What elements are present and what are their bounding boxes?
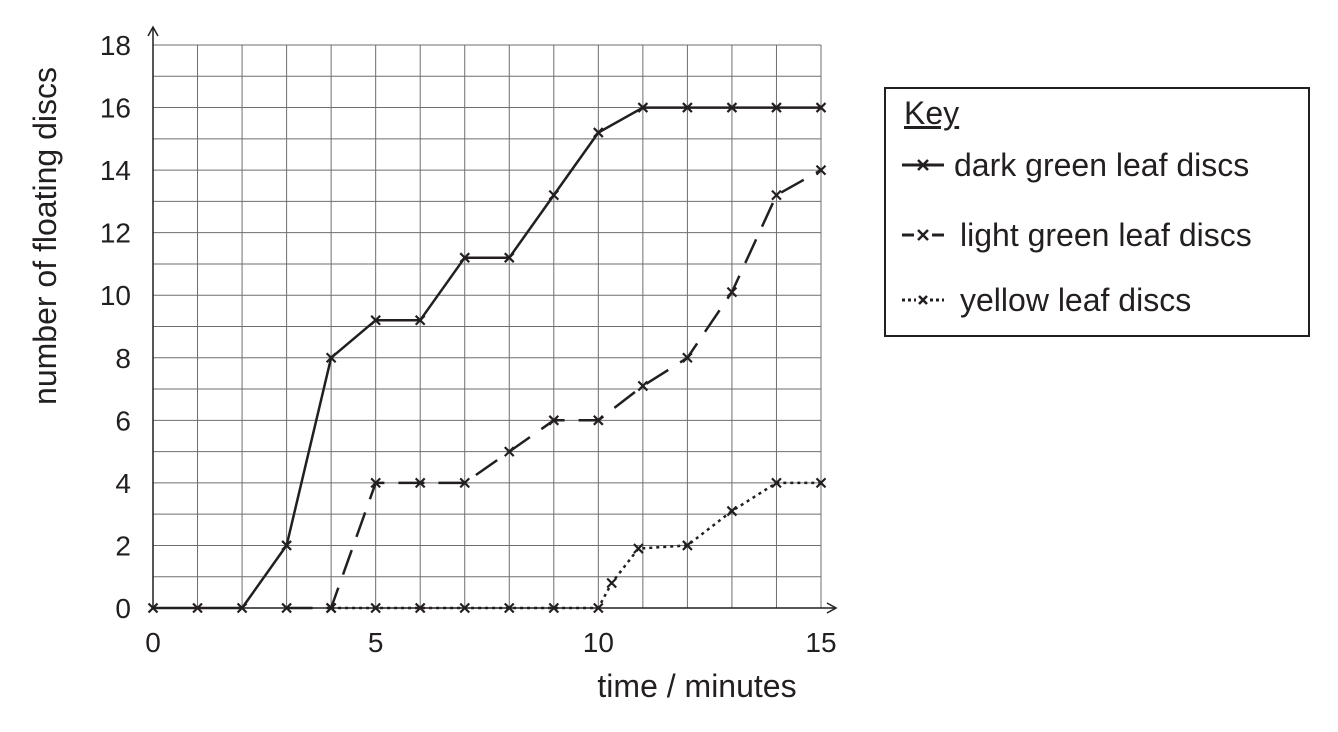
data-point-marker — [771, 477, 782, 489]
line-chart: 0 5 10 15 0 2 4 6 8 10 12 14 16 18 time / minutes num… — [27, 25, 838, 704]
y-tick-label: 10 — [100, 280, 131, 311]
y-tick-label: 6 — [115, 405, 131, 436]
data-point-marker — [637, 380, 649, 392]
data-point-marker — [414, 314, 426, 326]
data-point-marker — [325, 602, 337, 614]
axes — [147, 25, 838, 614]
x-tick-label: 10 — [583, 627, 614, 658]
data-point-marker — [771, 102, 782, 113]
data-point-marker — [771, 189, 782, 201]
data-point-marker — [503, 446, 515, 457]
data-point-marker — [815, 102, 827, 113]
data-point-marker — [726, 286, 738, 298]
data-point-marker — [325, 352, 337, 364]
data-point-marker — [459, 252, 471, 263]
data-point-marker — [281, 540, 292, 551]
y-tick-label: 8 — [115, 343, 131, 374]
data-point-marker — [503, 252, 515, 263]
data-point-marker — [593, 415, 604, 426]
tick-labels: 0 5 10 15 0 2 4 6 8 10 12 14 16 18 — [100, 30, 837, 658]
data-point-marker — [192, 602, 203, 614]
x-tick-label: 15 — [805, 627, 836, 658]
data-point-marker — [414, 602, 426, 614]
data-point-marker — [593, 602, 604, 614]
series-line-solid — [153, 106, 821, 610]
y-tick-label: 0 — [115, 593, 131, 624]
data-point-marker — [548, 189, 560, 201]
data-point-marker — [606, 577, 617, 589]
legend-label: light green leaf discs — [960, 216, 1252, 253]
x-tick-label: 0 — [145, 627, 161, 658]
legend-item-yellow: yellow leaf discs — [900, 280, 1191, 320]
y-tick-label: 16 — [100, 93, 131, 124]
y-axis-title: number of floating discs — [27, 67, 63, 405]
data-point-marker — [548, 415, 560, 426]
data-point-marker — [370, 477, 381, 489]
data-point-marker — [370, 602, 381, 614]
data-point-marker — [682, 352, 693, 364]
y-tick-label: 2 — [115, 530, 131, 561]
data-point-marker — [459, 602, 471, 614]
y-tick-label: 14 — [100, 155, 131, 186]
x-axis-title: time / minutes — [597, 668, 796, 704]
data-point-marker — [236, 602, 248, 614]
data-point-marker — [682, 540, 693, 551]
y-axis-arrow — [147, 25, 159, 37]
data-point-marker — [682, 102, 693, 113]
series-markers — [147, 102, 827, 614]
data-point-marker — [726, 102, 738, 113]
legend-swatch-dashed — [902, 229, 944, 241]
legend-swatch-solid — [902, 159, 944, 171]
legend-label: dark green leaf discs — [954, 146, 1250, 183]
legend-swatch-dotted — [902, 295, 944, 305]
y-tick-label: 12 — [100, 218, 131, 249]
data-point-marker — [370, 314, 381, 326]
data-point-marker — [633, 543, 644, 554]
data-point-marker — [815, 164, 827, 176]
data-point-marker — [593, 127, 604, 138]
legend-label: yellow leaf discs — [960, 281, 1192, 318]
data-point-marker — [414, 477, 426, 489]
data-point-marker — [459, 477, 471, 489]
grid — [152, 44, 822, 609]
legend-title: Key — [904, 95, 960, 131]
data-point-marker — [147, 602, 159, 614]
legend: Key dark green leaf discs light green le… — [884, 87, 1310, 337]
data-point-marker — [548, 602, 560, 614]
data-point-marker — [503, 602, 515, 614]
data-point-marker — [281, 602, 292, 614]
legend-item-light-green: light green leaf discs — [900, 215, 1252, 255]
data-point-marker — [637, 102, 649, 113]
x-tick-label: 5 — [368, 627, 384, 658]
data-point-marker — [815, 477, 827, 489]
data-point-marker — [726, 505, 738, 517]
y-tick-label: 4 — [115, 468, 131, 499]
y-tick-label: 18 — [100, 30, 131, 61]
legend-item-dark-green: dark green leaf discs — [900, 145, 1249, 185]
x-axis-arrow — [826, 602, 838, 614]
